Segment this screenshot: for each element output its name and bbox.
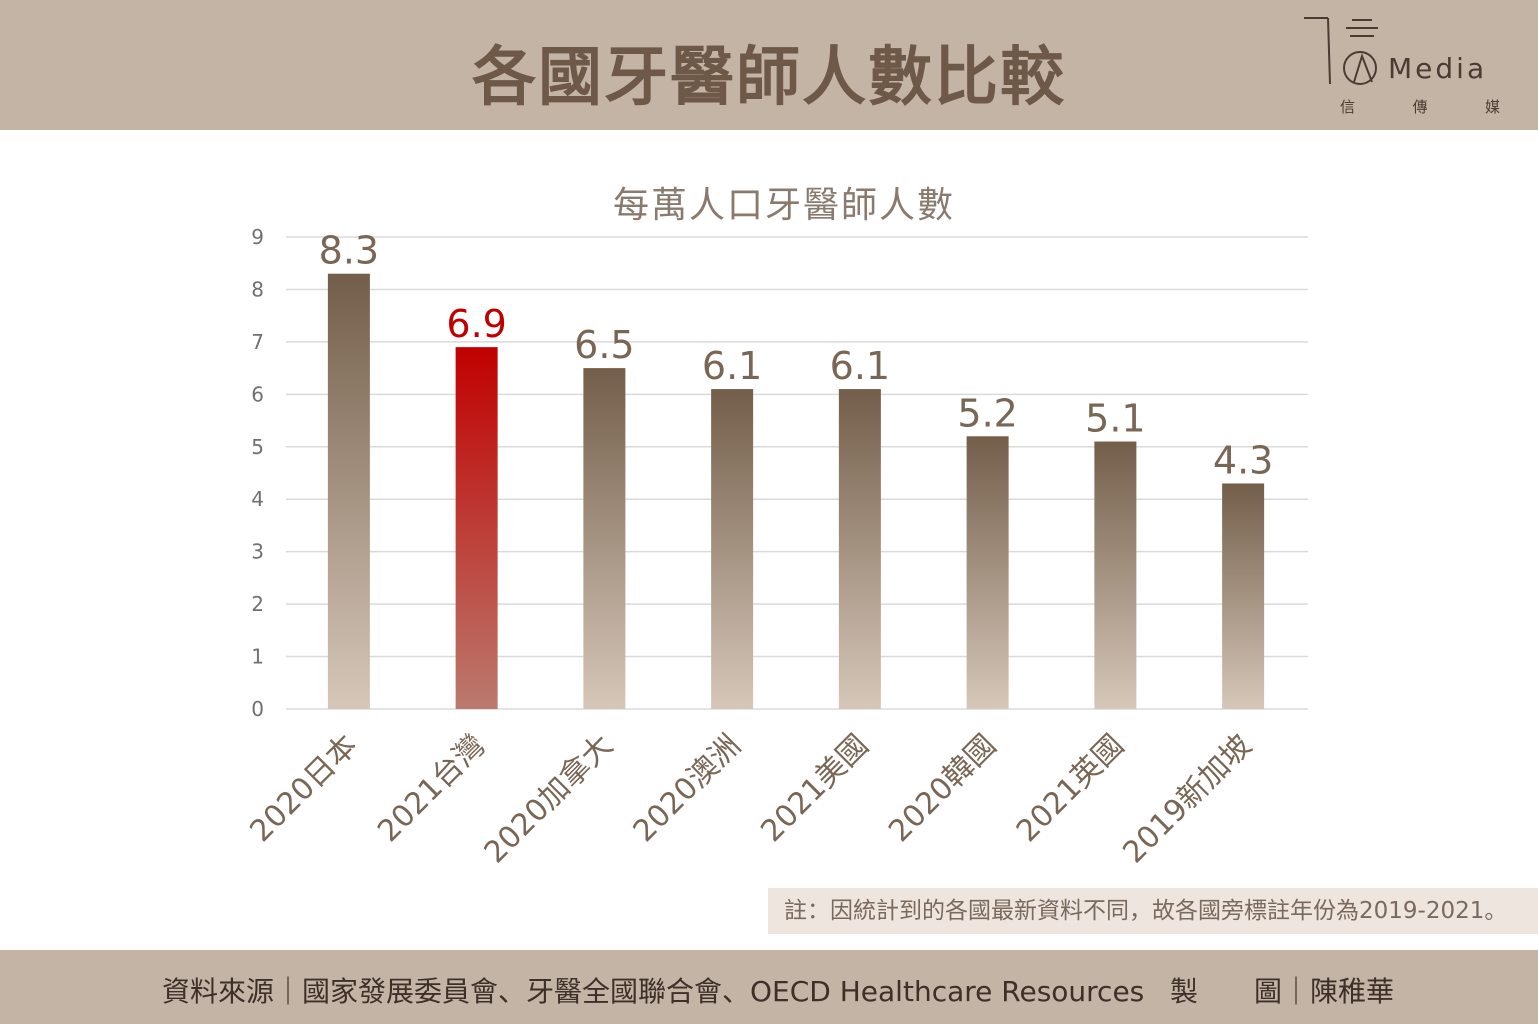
- y-tick-label: 4: [251, 487, 264, 511]
- y-tick-label: 0: [251, 697, 264, 721]
- y-tick-label: 8: [251, 277, 264, 301]
- credit-separator: ｜: [1282, 975, 1311, 1008]
- x-tick-label: 2021美國: [754, 728, 875, 849]
- bar: [1222, 483, 1265, 709]
- y-tick-label: 3: [251, 540, 264, 564]
- bar: [455, 347, 498, 709]
- x-tick-label: 2020日本: [243, 728, 364, 849]
- bar: [327, 273, 370, 709]
- x-tick-label: 2020韓國: [882, 728, 1003, 849]
- y-tick-label: 6: [251, 382, 264, 406]
- data-label: 5.2: [957, 391, 1017, 435]
- y-tick-label: 2: [251, 592, 264, 616]
- logo-sub-char: 傳: [1412, 98, 1428, 116]
- logo-text: Media: [1388, 52, 1488, 85]
- bar-chart: 0 1 2 3 4 5 6 7 8 9 8.3 2020日本 6.9 2021台灣 6.5 2020加拿大 6.…: [243, 225, 1308, 870]
- bar: [583, 368, 626, 709]
- data-label: 8.3: [319, 229, 379, 273]
- page-title: 各國牙醫師人數比較: [472, 41, 1066, 115]
- data-label: 6.9: [446, 302, 506, 346]
- x-tick-label: 2020加拿大: [478, 728, 620, 870]
- y-tick-label: 9: [251, 225, 264, 249]
- data-label: 6.5: [574, 323, 634, 367]
- logo-subtitle: 信 傳 媒: [1340, 96, 1500, 117]
- x-tick-label: 2021英國: [1010, 728, 1131, 849]
- logo-sub-char: 信: [1340, 98, 1356, 116]
- credit: 製 圖｜陳稚華: [1170, 970, 1394, 1010]
- bar: [838, 389, 881, 709]
- media-logo: [1304, 17, 1378, 85]
- y-tick-label: 7: [251, 330, 264, 354]
- x-tick-label: 2021台灣: [371, 728, 492, 849]
- logo-sub-char: 媒: [1484, 98, 1500, 116]
- data-label: 6.1: [830, 344, 890, 388]
- y-tick-label: 5: [251, 435, 264, 459]
- header-banner: 各國牙醫師人數比較 Media 信 傳 媒: [0, 0, 1538, 130]
- data-label: 5.1: [1085, 397, 1145, 441]
- y-tick-label: 1: [251, 645, 264, 669]
- x-tick-label: 2020澳洲: [627, 728, 748, 849]
- footnote: 註：因統計到的各國最新資料不同，故各國旁標註年份為2019-2021。: [768, 888, 1538, 934]
- data-label: 4.3: [1213, 438, 1273, 482]
- chart-title: 每萬人口牙醫師人數: [612, 185, 955, 226]
- credit-label-2: 圖: [1254, 975, 1283, 1008]
- data-source: 資料來源｜國家發展委員會、牙醫全國聯合會、OECD Healthcare Res…: [162, 975, 1145, 1008]
- credit-label-1: 製: [1170, 975, 1199, 1008]
- bar: [711, 389, 754, 709]
- footer-banner: 資料來源｜國家發展委員會、牙醫全國聯合會、OECD Healthcare Res…: [0, 950, 1538, 1024]
- bar: [1094, 441, 1137, 709]
- bar: [966, 436, 1009, 709]
- data-label: 6.1: [702, 344, 762, 388]
- x-tick-label: 2019新加坡: [1116, 728, 1258, 870]
- credit-author: 陳稚華: [1310, 975, 1395, 1008]
